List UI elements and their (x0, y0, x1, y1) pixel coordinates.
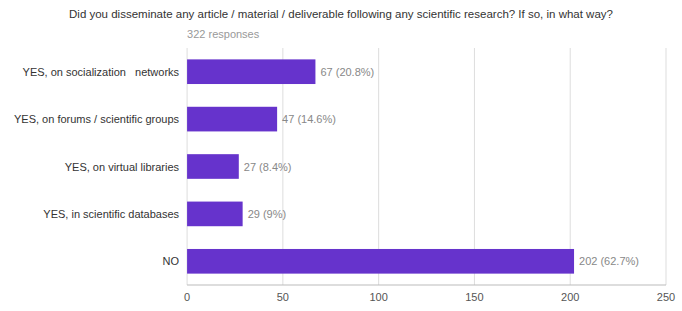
subtitle: 322 responses (187, 28, 260, 40)
category-label: YES, in scientific databases (43, 208, 179, 220)
tick-label: 100 (369, 291, 387, 303)
background (0, 0, 682, 311)
bars (187, 59, 574, 273)
grid (187, 48, 666, 285)
category-label: YES, on forums / scientific groups (14, 113, 180, 125)
grid-line (666, 48, 667, 285)
x-axis-line (187, 285, 666, 286)
tick-label: 50 (277, 291, 289, 303)
category-label: YES, on socialization networks (23, 66, 180, 78)
title: Did you disseminate any article / materi… (69, 8, 613, 20)
chart: Did you disseminate any article / materi… (0, 0, 682, 311)
bar (187, 249, 574, 274)
tick-label: 0 (184, 291, 190, 303)
tick-label: 200 (561, 291, 579, 303)
data-label: 67 (20.8%) (320, 66, 374, 78)
data-label: 27 (8.4%) (244, 161, 292, 173)
chart-container: Did you disseminate any article / materi… (0, 0, 682, 311)
data-label: 202 (62.7%) (579, 255, 639, 267)
data-label: 29 (9%) (248, 208, 287, 220)
bar (187, 154, 239, 179)
tick-label: 150 (465, 291, 483, 303)
bar (187, 59, 315, 84)
category-label: YES, on virtual libraries (65, 161, 180, 173)
bar (187, 202, 243, 227)
category-label: NO (163, 255, 180, 267)
bar (187, 107, 277, 132)
data-label: 47 (14.6%) (282, 113, 336, 125)
tick-label: 250 (657, 291, 675, 303)
